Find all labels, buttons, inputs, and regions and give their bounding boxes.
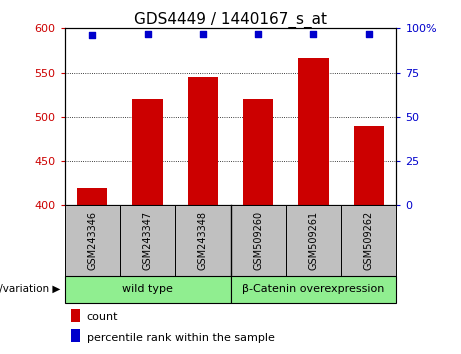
FancyBboxPatch shape bbox=[230, 276, 396, 303]
Text: β-Catenin overexpression: β-Catenin overexpression bbox=[242, 284, 384, 295]
FancyBboxPatch shape bbox=[341, 205, 396, 276]
Text: count: count bbox=[87, 312, 118, 322]
Text: wild type: wild type bbox=[122, 284, 173, 295]
FancyBboxPatch shape bbox=[65, 276, 230, 303]
Bar bbox=[77, 188, 107, 205]
Text: percentile rank within the sample: percentile rank within the sample bbox=[87, 332, 275, 343]
Bar bbox=[71, 309, 80, 322]
Point bbox=[89, 32, 96, 38]
Text: GSM509260: GSM509260 bbox=[253, 211, 263, 270]
Bar bbox=[243, 99, 273, 205]
Bar bbox=[298, 58, 329, 205]
FancyBboxPatch shape bbox=[230, 205, 286, 276]
Text: GSM509262: GSM509262 bbox=[364, 211, 374, 270]
Point bbox=[199, 31, 207, 36]
Point bbox=[310, 31, 317, 36]
Bar bbox=[354, 126, 384, 205]
Text: genotype/variation ▶: genotype/variation ▶ bbox=[0, 284, 60, 295]
Bar bbox=[188, 77, 218, 205]
Text: GSM243348: GSM243348 bbox=[198, 211, 208, 270]
FancyBboxPatch shape bbox=[120, 205, 175, 276]
FancyBboxPatch shape bbox=[286, 205, 341, 276]
FancyBboxPatch shape bbox=[65, 205, 120, 276]
Text: GSM509261: GSM509261 bbox=[308, 211, 319, 270]
Text: GSM243346: GSM243346 bbox=[87, 211, 97, 270]
FancyBboxPatch shape bbox=[175, 205, 230, 276]
Point bbox=[254, 31, 262, 36]
Bar bbox=[71, 329, 80, 342]
Point bbox=[365, 31, 372, 36]
Bar bbox=[132, 99, 163, 205]
Title: GDS4449 / 1440167_s_at: GDS4449 / 1440167_s_at bbox=[134, 12, 327, 28]
Point bbox=[144, 31, 151, 36]
Text: GSM243347: GSM243347 bbox=[142, 211, 153, 270]
